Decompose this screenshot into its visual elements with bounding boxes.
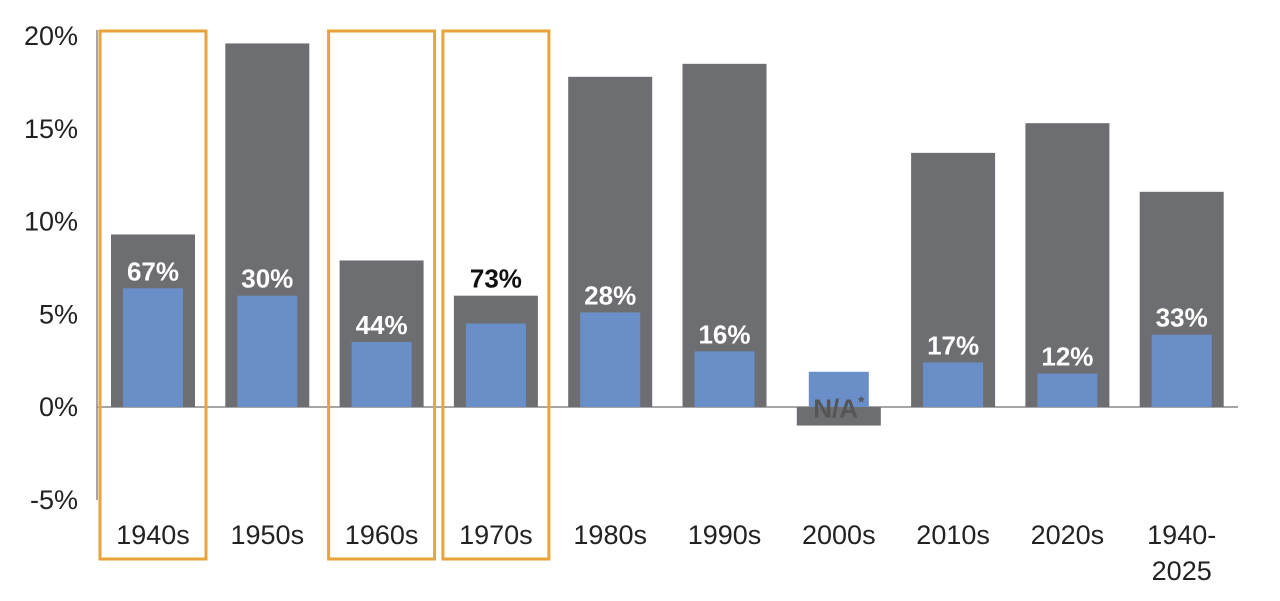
x-tick-label: 1990s xyxy=(688,520,762,550)
data-label: 17% xyxy=(927,330,979,360)
x-tick-label: 1980s xyxy=(573,520,647,550)
data-label: 33% xyxy=(1156,303,1208,333)
x-tick-label: 2025 xyxy=(1152,556,1212,586)
highlight-box xyxy=(327,29,437,561)
bar-series-1 xyxy=(1025,123,1110,407)
y-tick-label: 10% xyxy=(24,207,78,237)
bar-series-1 xyxy=(682,63,767,407)
x-tick-label: 2020s xyxy=(1031,520,1105,550)
bar-series-2 xyxy=(237,295,298,407)
x-axis-labels: 1940s 1950s 1960s 1970s 1980s 1990s 2000s 2010s… xyxy=(116,520,1216,586)
bar-series-2 xyxy=(351,342,412,407)
data-label: 30% xyxy=(241,264,293,294)
bar-series-2 xyxy=(808,371,869,407)
y-tick-label: 5% xyxy=(39,299,78,329)
bar-series-2 xyxy=(923,362,984,407)
highlight-boxes xyxy=(98,29,551,561)
data-label: N/A* xyxy=(813,394,865,424)
bars xyxy=(111,43,1224,426)
x-tick-label: 1950s xyxy=(231,520,305,550)
bar-series-1 xyxy=(796,407,881,426)
data-labels: 67% 30% 44% 73% 28% 16% N/A* 17% 12% 33% xyxy=(127,256,1208,423)
data-label: 16% xyxy=(698,319,750,349)
data-label: 44% xyxy=(356,310,408,340)
bar-series-2 xyxy=(580,312,641,407)
bar-series-2 xyxy=(465,323,526,407)
data-label: 28% xyxy=(584,280,636,310)
y-tick-label: -5% xyxy=(30,485,78,515)
y-tick-label: 0% xyxy=(39,392,78,422)
bar-series-2 xyxy=(1037,373,1098,407)
data-label: 12% xyxy=(1041,342,1093,372)
x-tick-label: 2000s xyxy=(802,520,876,550)
y-tick-label: 15% xyxy=(24,114,78,144)
highlight-box xyxy=(441,29,551,561)
x-tick-label: 2010s xyxy=(916,520,990,550)
x-tick-label: 1960s xyxy=(345,520,419,550)
x-tick-label: 1940s xyxy=(116,520,190,550)
x-tick-label: 1940- xyxy=(1147,520,1216,550)
x-tick-label: 1970s xyxy=(459,520,533,550)
data-label: 67% xyxy=(127,256,179,286)
highlight-box xyxy=(98,29,208,561)
bar-series-2 xyxy=(123,288,183,407)
bar-series-2 xyxy=(1151,334,1212,407)
y-tick-label: 20% xyxy=(24,21,78,51)
bar-series-2 xyxy=(694,351,755,407)
data-label: 73% xyxy=(470,264,522,294)
